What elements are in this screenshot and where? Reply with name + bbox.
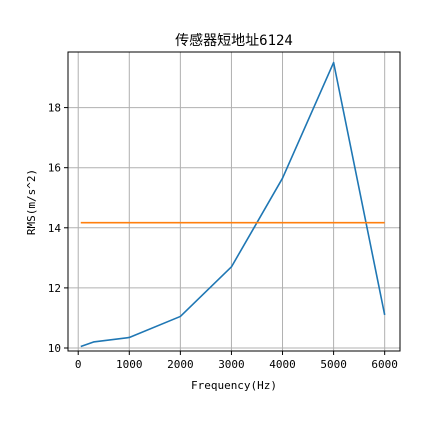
x-tick-label: 1000	[116, 358, 143, 371]
plot-background	[68, 52, 400, 351]
chart-title: 传感器短地址6124	[175, 32, 293, 49]
plot-frame	[67, 51, 401, 352]
series-line-1	[80, 61, 386, 348]
x-tick-label: 4000	[269, 358, 296, 371]
x-tick-label: 2000	[167, 358, 194, 371]
axis-ticks: 0 1000 2000 3000 4000 5000 6000 10 12 14 16 18	[48, 102, 398, 371]
y-tick-label: 18	[48, 102, 61, 115]
grid	[68, 52, 400, 351]
series-lines	[80, 61, 386, 348]
x-tick-label: 3000	[218, 358, 245, 371]
y-tick-label: 16	[48, 162, 61, 175]
x-axis-label: Frequency(Hz)	[191, 379, 277, 392]
y-tick-label: 10	[48, 342, 61, 355]
x-tick-label: 6000	[371, 358, 398, 371]
y-tick-label: 14	[48, 222, 62, 235]
x-tick-label: 5000	[320, 358, 347, 371]
y-axis-label: RMS(m/s^2)	[25, 169, 38, 235]
y-tick-label: 12	[48, 282, 61, 295]
x-tick-label: 0	[75, 358, 82, 371]
